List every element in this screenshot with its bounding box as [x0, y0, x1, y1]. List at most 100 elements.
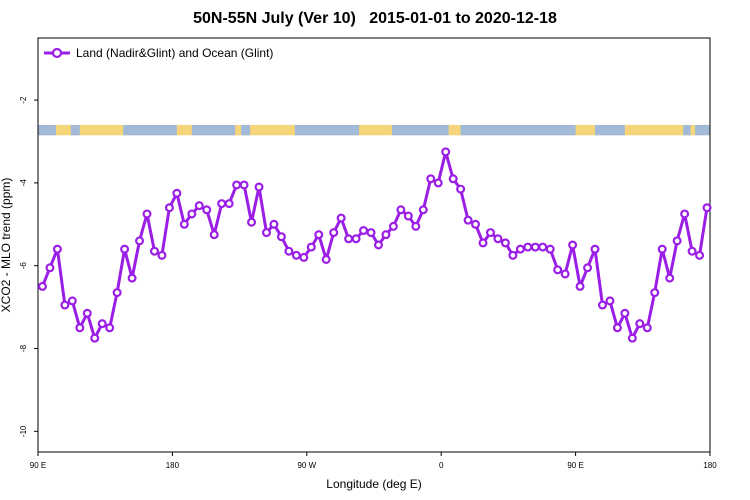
- data-point: [396, 205, 406, 215]
- data-point: [590, 244, 600, 254]
- ocean-strip-segment: [241, 124, 251, 136]
- x-tick-label: 180: [703, 461, 717, 470]
- data-point: [112, 288, 122, 298]
- data-point: [45, 263, 55, 273]
- legend-marker-swatch: [51, 47, 63, 59]
- data-point: [433, 178, 443, 188]
- data-point: [695, 250, 705, 260]
- data-point: [321, 254, 331, 264]
- ocean-strip-segment: [460, 124, 576, 136]
- x-axis-title: Longitude (deg E): [326, 477, 421, 491]
- data-point: [411, 221, 421, 231]
- data-point: [209, 230, 219, 240]
- data-point: [37, 281, 47, 291]
- ocean-strip-segment: [695, 124, 710, 136]
- data-point: [388, 221, 398, 231]
- data-point: [627, 333, 637, 343]
- data-point: [441, 147, 451, 157]
- data-point: [217, 199, 227, 209]
- data-point: [67, 296, 77, 306]
- data-point: [299, 252, 309, 262]
- ocean-strip-segment: [294, 124, 360, 136]
- data-point: [456, 184, 466, 194]
- data-point: [306, 242, 316, 252]
- data-point: [276, 232, 286, 242]
- data-point: [239, 180, 249, 190]
- data-point: [284, 246, 294, 256]
- axes: 90 E 180 90 W 0 90 E 180 -10 -8 -6 -4 -2: [19, 96, 717, 470]
- data-point: [448, 174, 458, 184]
- data-point: [105, 323, 115, 333]
- data-point: [665, 273, 675, 283]
- data-point: [530, 242, 540, 252]
- data-point: [269, 219, 279, 229]
- y-axis-title: XCO2 - MLO trend (ppm): [0, 178, 13, 313]
- x-tick-label: 90 E: [567, 461, 583, 470]
- data-point: [471, 219, 481, 229]
- data-point: [680, 209, 690, 219]
- data-point: [463, 215, 473, 225]
- data-point: [426, 174, 436, 184]
- data-point: [336, 213, 346, 223]
- data-point: [403, 211, 413, 221]
- data-point: [149, 246, 159, 256]
- data-point: [672, 236, 682, 246]
- ocean-strip-segment: [683, 124, 691, 136]
- x-tick-label: 90 E: [30, 461, 46, 470]
- data-point: [52, 244, 62, 254]
- data-point: [568, 240, 578, 250]
- data-point: [597, 300, 607, 310]
- data-point: [97, 319, 107, 329]
- series-layer: [37, 147, 712, 343]
- data-point: [500, 238, 510, 248]
- y-tick-label: -4: [19, 179, 28, 187]
- data-point: [157, 250, 167, 260]
- data-point: [635, 319, 645, 329]
- data-point: [478, 238, 488, 248]
- ocean-strip-segment: [595, 124, 625, 136]
- data-point: [508, 250, 518, 260]
- data-point: [583, 263, 593, 273]
- data-point: [359, 226, 369, 236]
- data-point: [187, 209, 197, 219]
- data-point: [60, 300, 70, 310]
- data-point: [120, 244, 130, 254]
- data-point: [344, 234, 354, 244]
- data-point: [493, 234, 503, 244]
- y-tick-label: -10: [19, 425, 28, 437]
- y-tick-label: -8: [19, 344, 28, 352]
- data-point: [164, 203, 174, 213]
- data-point: [142, 209, 152, 219]
- legend: Land (Nadir&Glint) and Ocean (Glint): [44, 46, 273, 60]
- data-point: [194, 201, 204, 211]
- data-point: [135, 236, 145, 246]
- data-point: [75, 323, 85, 333]
- series-line: [41, 150, 709, 340]
- data-point: [702, 203, 712, 213]
- ocean-strip-segment: [38, 124, 56, 136]
- x-tick-label: 90 W: [297, 461, 316, 470]
- data-point: [232, 180, 242, 190]
- data-point: [642, 323, 652, 333]
- x-tick-label: 180: [166, 461, 180, 470]
- data-point: [545, 244, 555, 254]
- data-point: [314, 230, 324, 240]
- data-point: [560, 269, 570, 279]
- ocean-strip-segment: [391, 124, 449, 136]
- data-point: [90, 333, 100, 343]
- data-point: [127, 273, 137, 283]
- data-point: [515, 244, 525, 254]
- data-point: [523, 242, 533, 252]
- data-point: [485, 228, 495, 238]
- data-point: [381, 230, 391, 240]
- data-point: [261, 228, 271, 238]
- ocean-strip-segment: [191, 124, 236, 136]
- data-point: [366, 228, 376, 238]
- chart-title: 50N-55N July (Ver 10) 2015-01-01 to 2020…: [193, 10, 557, 27]
- land-strip: [38, 124, 710, 136]
- data-point: [351, 234, 361, 244]
- data-point: [612, 323, 622, 333]
- data-point: [605, 296, 615, 306]
- y-tick-label: -2: [19, 96, 28, 104]
